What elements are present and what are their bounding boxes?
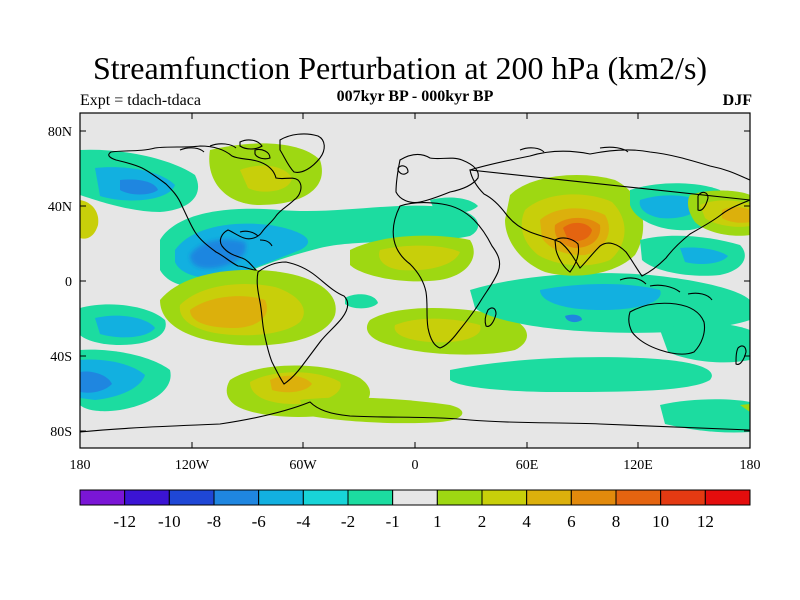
colorbar-label: 12: [697, 512, 714, 531]
colorbar-label: -4: [296, 512, 311, 531]
colorbar-label: -8: [207, 512, 221, 531]
colorbar-label: 10: [652, 512, 669, 531]
contour-wpac-pos: [80, 200, 99, 239]
colorbar-label: 6: [567, 512, 576, 531]
colorbar-swatch: [168, 489, 215, 506]
colorbar-swatch: [302, 489, 349, 506]
axis-ticks: [79, 113, 751, 448]
coastline-japan: [697, 191, 709, 211]
x-tick-label-120w: 120W: [175, 458, 210, 473]
coastline-australia: [628, 302, 706, 355]
colorbar-swatch: [526, 489, 572, 506]
period-label: 007kyr BP - 000kyr BP: [336, 88, 494, 105]
colorbar-swatch: [124, 489, 170, 506]
x-tick-label-60w: 60W: [289, 458, 317, 473]
colorbar-label: -2: [341, 512, 355, 531]
x-tick-label-180w: 180: [70, 458, 91, 473]
contour-north-green-band: [80, 113, 540, 150]
coastline-europe: [395, 153, 479, 204]
contour-sw-pac-neg2: [660, 323, 750, 363]
colorbar-swatch: [258, 489, 304, 506]
season-label: DJF: [722, 92, 752, 109]
y-tick-label-80s: 80S: [50, 425, 72, 440]
contour-asia-pos-core: [563, 222, 592, 242]
y-tick-label-0: 0: [65, 275, 72, 290]
colorbar: -12 -10 -8 -6 -4 -2 -1 1 2 4 6 8 10 12: [79, 489, 751, 531]
x-tick-label-0: 0: [412, 458, 419, 473]
coastline-africa: [392, 202, 501, 349]
y-tick-label-40s: 40S: [50, 350, 72, 365]
colorbar-swatch: [79, 489, 126, 506]
y-tick-label-40n: 40N: [48, 200, 72, 215]
colorbar-label: -1: [386, 512, 400, 531]
coastline-madagascar: [484, 307, 497, 327]
coastline-north-america: [108, 145, 302, 271]
x-tick-label-60e: 60E: [516, 458, 539, 473]
colorbar-label: 8: [612, 512, 621, 531]
experiment-label: Expt = tdach-tdaca: [80, 92, 201, 109]
x-tick-label-180e: 180: [740, 458, 761, 473]
coastline-india: [554, 237, 580, 273]
colorbar-label: 1: [433, 512, 442, 531]
colorbar-label: 4: [522, 512, 531, 531]
colorbar-swatch: [436, 489, 483, 506]
colorbar-swatch: [213, 489, 260, 506]
colorbar-label: 2: [478, 512, 487, 531]
x-tick-label-120e: 120E: [623, 458, 653, 473]
colorbar-swatch: [347, 489, 394, 506]
contour-na-positive-core: [240, 165, 292, 192]
coastlines: [80, 133, 750, 433]
colorbar-swatch: [660, 489, 706, 506]
colorbar-swatch: [481, 489, 528, 506]
coastline-new-zealand: [735, 345, 747, 365]
colorbar-label: -10: [158, 512, 181, 531]
coastline-se-asia-islands: [619, 277, 713, 301]
contour-sind-neg: [450, 357, 712, 392]
contour-spac-pos-core: [190, 296, 267, 328]
y-tick-label-80n: 80N: [48, 125, 72, 140]
colorbar-swatch: [570, 489, 617, 506]
coastline-greenland: [279, 133, 325, 173]
contour-fields: [80, 113, 750, 433]
coastline-asia: [469, 149, 750, 277]
coastline-antarctica: [80, 401, 750, 433]
colorbar-label: -6: [252, 512, 266, 531]
colorbar-swatch: [704, 489, 751, 506]
colorbar-label: -12: [113, 512, 136, 531]
coastline-uk: [397, 165, 409, 175]
contour-far-south-pos: [660, 399, 750, 433]
colorbar-swatch: [392, 489, 438, 506]
chart-title: Streamfunction Perturbation at 200 hPa (…: [92, 50, 708, 86]
coastline-south-america: [256, 261, 349, 385]
colorbar-swatch: [615, 489, 662, 506]
